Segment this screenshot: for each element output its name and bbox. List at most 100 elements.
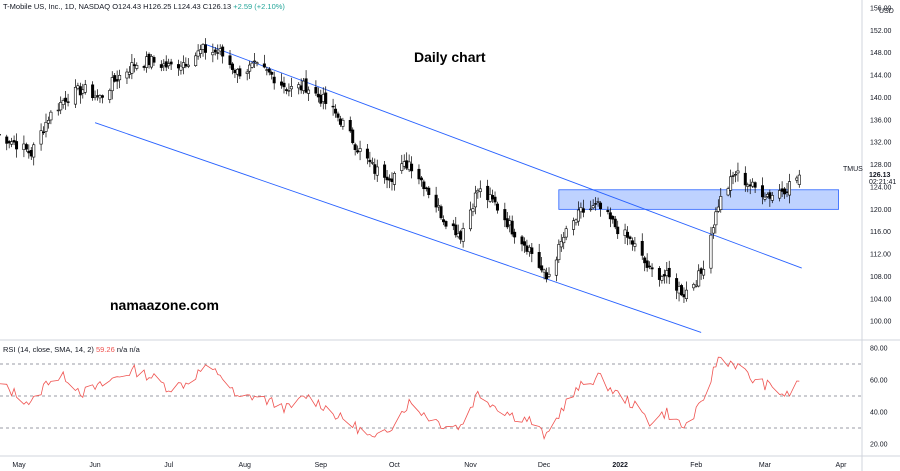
candle-body-down bbox=[388, 178, 392, 181]
candle bbox=[729, 169, 733, 198]
candle-body-down bbox=[640, 240, 644, 256]
candle bbox=[64, 91, 68, 110]
time-tick-label: Apr bbox=[836, 462, 848, 469]
candle bbox=[115, 70, 119, 89]
candle-body-down bbox=[368, 159, 372, 163]
candle bbox=[358, 140, 362, 161]
candle-body-up bbox=[287, 90, 291, 92]
candle bbox=[633, 236, 637, 252]
symbol-name: T-Mobile US, Inc., 1D, NASDAQ bbox=[3, 2, 111, 11]
price-tick-label: 132.00 bbox=[870, 140, 892, 147]
candle-body-up bbox=[93, 95, 97, 98]
candle-body-up bbox=[127, 71, 131, 75]
candle bbox=[196, 44, 200, 60]
candle bbox=[78, 82, 82, 104]
candle bbox=[439, 204, 443, 220]
candle-body-down bbox=[439, 206, 443, 219]
candle bbox=[699, 267, 703, 280]
candle-body-up bbox=[245, 71, 249, 74]
candle-body-down bbox=[164, 61, 168, 68]
candle-body-up bbox=[181, 62, 185, 68]
candle-body-up bbox=[437, 205, 441, 208]
candle bbox=[608, 207, 612, 228]
candle-body-down bbox=[657, 268, 661, 280]
candle-body-down bbox=[675, 278, 679, 291]
candle-body-up bbox=[400, 163, 404, 171]
candle-body-down bbox=[417, 168, 421, 180]
candle-body-down bbox=[743, 172, 747, 186]
rsi-series-line bbox=[0, 356, 800, 441]
candle bbox=[93, 90, 97, 101]
candle-body-up bbox=[125, 71, 129, 79]
candle-body-up bbox=[201, 44, 205, 50]
candle-body-down bbox=[422, 181, 426, 190]
candle bbox=[770, 191, 774, 204]
candle bbox=[135, 62, 139, 71]
candle-body-up bbox=[591, 205, 595, 209]
candle bbox=[645, 253, 649, 272]
candle-body-up bbox=[716, 206, 720, 212]
candle bbox=[733, 171, 737, 183]
candle bbox=[613, 215, 617, 230]
candle-body-down bbox=[667, 267, 671, 278]
candle-body-down bbox=[662, 274, 666, 277]
candle-body-up bbox=[110, 77, 114, 92]
candle-body-down bbox=[262, 63, 266, 68]
chart-annotation-title: Daily chart bbox=[414, 49, 486, 65]
candle-body-up bbox=[684, 289, 688, 299]
candle bbox=[407, 154, 411, 172]
time-tick-label: Nov bbox=[464, 462, 477, 469]
candle bbox=[218, 44, 222, 56]
candle-body-down bbox=[233, 70, 237, 74]
candle bbox=[76, 82, 80, 91]
candle bbox=[522, 237, 526, 253]
candle-body-down bbox=[7, 141, 11, 144]
candle-body-up bbox=[554, 259, 558, 276]
candle-body-up bbox=[130, 62, 134, 74]
candle-body-up bbox=[167, 63, 171, 67]
candle bbox=[181, 55, 185, 75]
candle-body-up bbox=[39, 130, 43, 145]
candle bbox=[228, 50, 232, 69]
candle-body-down bbox=[238, 68, 242, 77]
candle bbox=[213, 46, 217, 56]
candle bbox=[417, 164, 421, 185]
candle-body-up bbox=[576, 209, 580, 222]
candle bbox=[478, 180, 482, 198]
candle bbox=[714, 207, 718, 234]
time-tick-label: Jul bbox=[164, 462, 173, 469]
time-tick-label: Sep bbox=[315, 462, 328, 469]
candle-body-up bbox=[797, 174, 801, 185]
candle bbox=[424, 186, 428, 192]
candle-body-down bbox=[648, 265, 652, 268]
candle-body-up bbox=[199, 49, 203, 54]
candle-body-up bbox=[186, 64, 190, 67]
candle-body-down bbox=[29, 150, 33, 157]
candle-body-down bbox=[454, 224, 458, 236]
candle-body-up bbox=[697, 270, 701, 287]
candle-body-down bbox=[338, 118, 342, 125]
candle-body-down bbox=[176, 64, 180, 69]
candle bbox=[336, 111, 340, 122]
price-tick-label: 100.00 bbox=[870, 319, 892, 326]
time-tick-label: May bbox=[12, 462, 26, 469]
candle-body-down bbox=[348, 120, 352, 132]
candle bbox=[454, 216, 458, 238]
candle bbox=[657, 266, 661, 287]
rsi-value: 59.26 bbox=[95, 345, 115, 354]
candle bbox=[233, 68, 237, 78]
candle bbox=[22, 135, 26, 158]
candle-body-down bbox=[115, 79, 119, 82]
candle-body-up bbox=[73, 86, 77, 105]
candle bbox=[238, 65, 242, 80]
candle bbox=[427, 186, 431, 199]
candle bbox=[297, 82, 301, 95]
candle bbox=[564, 225, 568, 241]
candle-body-down bbox=[608, 212, 612, 220]
candle bbox=[797, 169, 801, 188]
candle-body-up bbox=[81, 89, 85, 94]
candle-body-down bbox=[64, 97, 68, 102]
rsi-header: RSI (14, close, SMA, 14, 2) 59.26 n/a n/… bbox=[3, 345, 140, 354]
candle bbox=[611, 215, 615, 224]
candle bbox=[145, 51, 149, 73]
